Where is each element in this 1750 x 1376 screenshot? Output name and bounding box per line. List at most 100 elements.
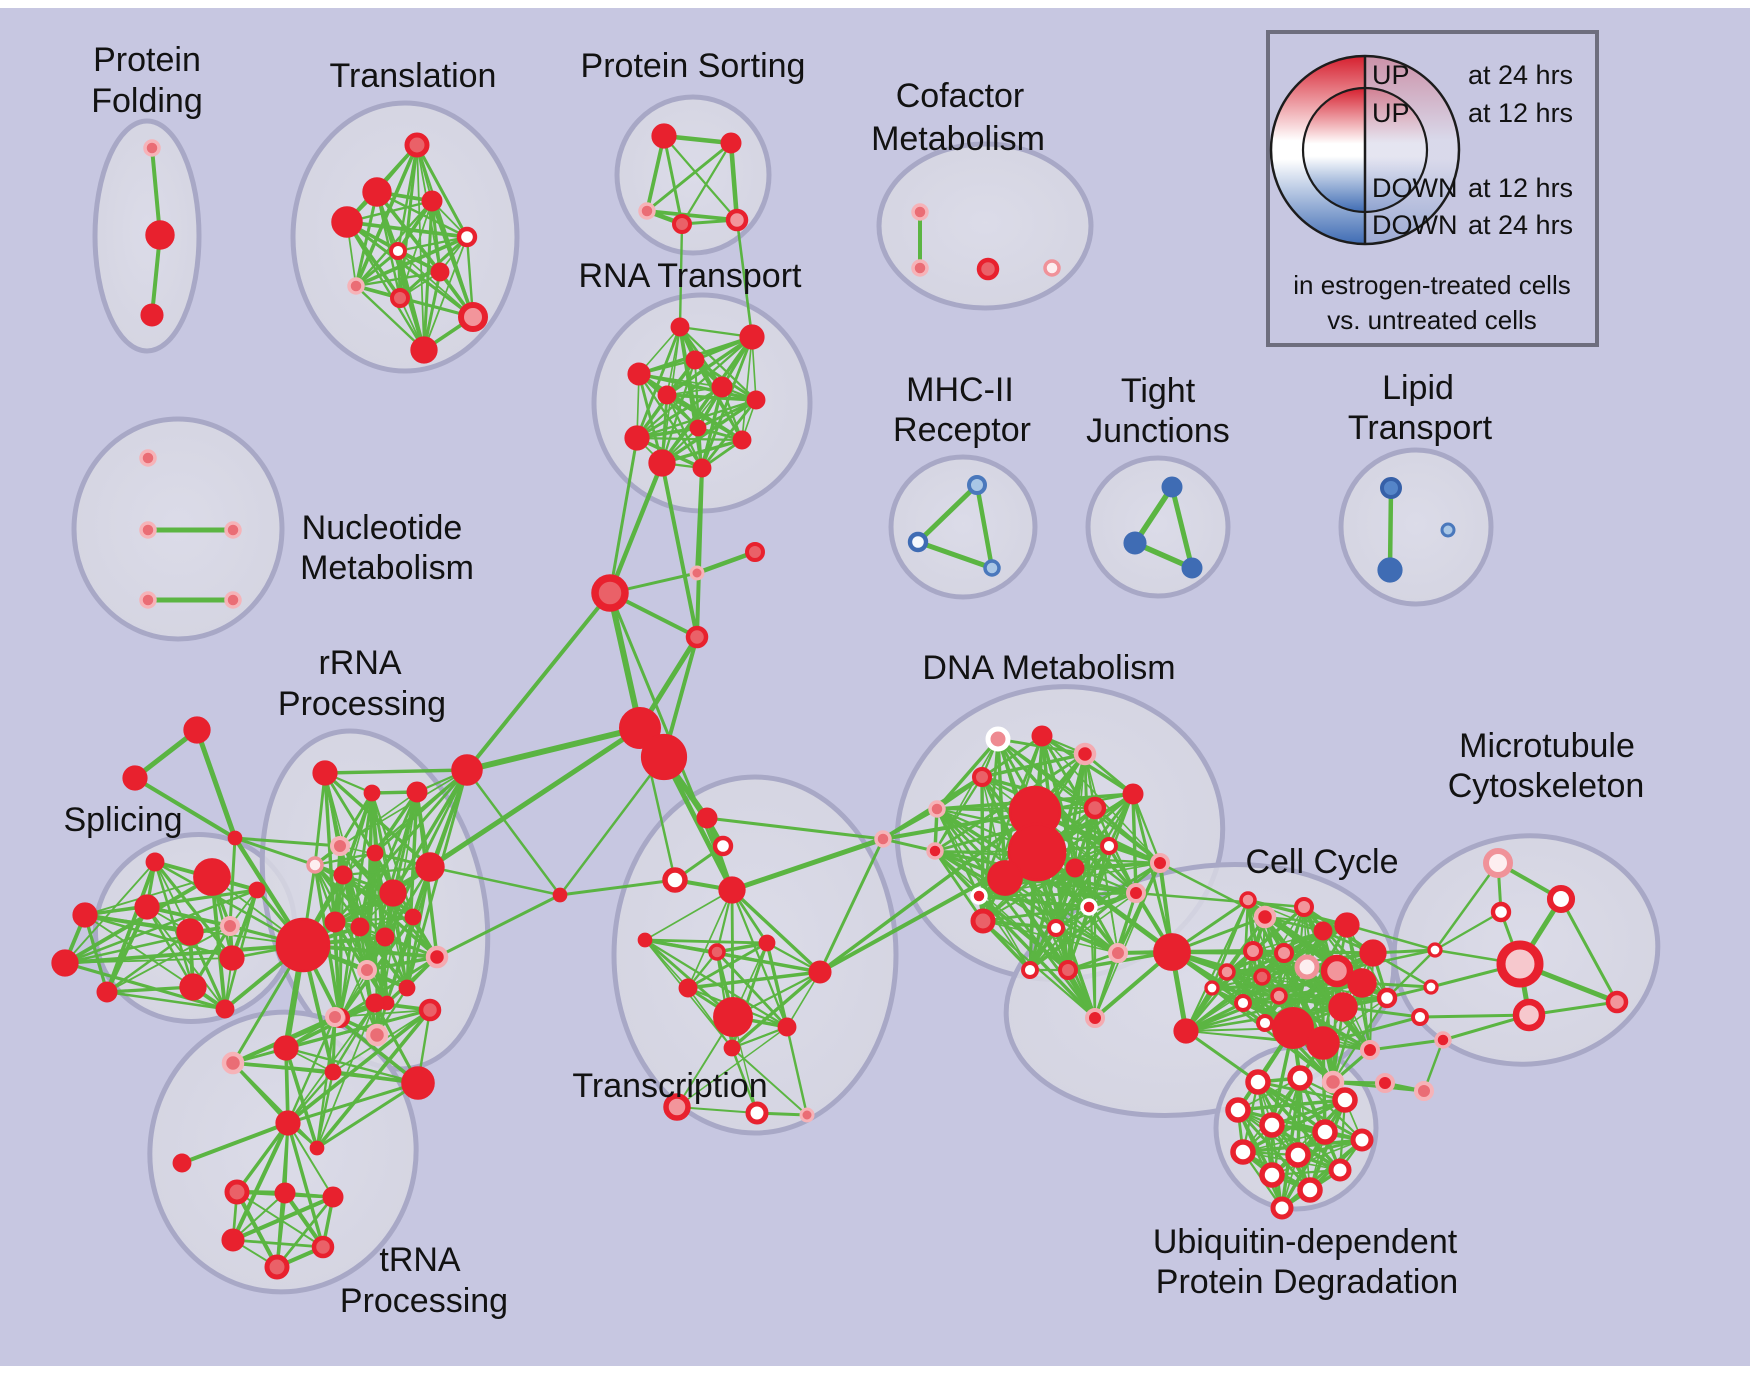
edge (435, 893, 562, 959)
cluster-label: Transcription (572, 1067, 767, 1105)
gene-node (1234, 994, 1252, 1012)
edge (1093, 951, 1120, 1020)
cluster-label: Metabolism (871, 120, 1045, 158)
edge (1345, 923, 1437, 952)
edge (731, 1047, 808, 1116)
gene-node (331, 206, 363, 238)
edge (323, 768, 469, 775)
edge (354, 284, 426, 352)
edge (665, 393, 744, 442)
edge (315, 1070, 335, 1150)
gene-node (1083, 796, 1107, 820)
gene-node (970, 908, 996, 934)
edge (661, 754, 735, 893)
gene-node (1414, 1081, 1434, 1101)
edge (1271, 1139, 1363, 1176)
gene-node (1126, 883, 1146, 903)
gene-node (926, 842, 944, 860)
edge (974, 482, 995, 571)
gene-node (401, 1066, 435, 1100)
gene-node (176, 918, 204, 946)
cluster-label: Ubiquitin-dependent (1153, 1223, 1458, 1261)
edge (730, 1046, 759, 1115)
edge (1184, 1029, 1260, 1084)
gene-node (275, 1110, 301, 1136)
cluster-label: Protein (93, 41, 201, 79)
cluster-ellipse-mhc-ii-receptor (888, 454, 1038, 600)
edge (678, 325, 758, 402)
edge (105, 990, 227, 1011)
edge (1433, 910, 1503, 952)
legend-direction-label: UP (1372, 98, 1410, 128)
edge (428, 865, 562, 897)
edge (313, 771, 327, 867)
gene-node (72, 902, 98, 928)
gene-node (689, 565, 705, 581)
gene-node (808, 960, 832, 984)
edge (645, 141, 733, 213)
edge (232, 1192, 286, 1241)
gene-node (1496, 940, 1544, 988)
edge (635, 436, 744, 442)
gene-node (672, 214, 692, 234)
gene-node (273, 1035, 299, 1061)
cluster-label: Metabolism (300, 549, 474, 587)
edge (286, 1015, 337, 1125)
edge (338, 791, 374, 848)
gene-node (1085, 1008, 1105, 1028)
edge (153, 860, 305, 947)
edge (153, 860, 195, 989)
edge (465, 768, 562, 897)
gene-node (1440, 522, 1456, 538)
gene-node (591, 574, 629, 612)
gene-node (1605, 990, 1629, 1014)
edge (643, 938, 822, 974)
edge (1029, 892, 1137, 971)
gene-node (1230, 1139, 1256, 1165)
gene-node (1313, 921, 1333, 941)
gene-node (745, 542, 765, 562)
gene-node (456, 226, 478, 248)
edge (1559, 897, 1619, 1004)
legend-time-label: at 24 hrs (1468, 210, 1573, 240)
edge (676, 1026, 788, 1108)
gene-node (745, 1101, 769, 1125)
edge (338, 955, 439, 1020)
edge (1385, 948, 1437, 1000)
edge (354, 270, 442, 288)
gene-node (1294, 954, 1320, 980)
gene-node (1332, 1087, 1358, 1113)
edge (385, 955, 439, 1005)
legend-footer-text: in estrogen-treated cells (1293, 270, 1570, 300)
gene-node (911, 203, 929, 221)
cluster-label: Lipid (1382, 369, 1454, 407)
gene-node (193, 858, 231, 896)
legend-time-label: at 24 hrs (1468, 60, 1573, 90)
gene-node (375, 927, 395, 947)
gene-node (976, 257, 1000, 281)
cluster-label: Cytoskeleton (1448, 767, 1645, 805)
edge (145, 905, 195, 989)
edge (314, 864, 388, 1004)
gene-node (366, 844, 384, 862)
gene-node (1204, 980, 1220, 996)
gene-node (1490, 901, 1512, 923)
gene-node (1150, 853, 1170, 873)
gene-node (325, 1007, 345, 1027)
gene-node (139, 449, 157, 467)
gene-node (139, 521, 157, 539)
gene-node (1253, 905, 1277, 929)
gene-node (928, 800, 946, 818)
edge (1067, 906, 1090, 971)
edge (660, 335, 754, 465)
edge (982, 920, 1119, 954)
edge (84, 914, 194, 988)
cluster-ellipse-translation (290, 100, 520, 374)
gene-node (1297, 1177, 1323, 1203)
gene-node (224, 521, 242, 539)
edge (1280, 1076, 1302, 1210)
edge (980, 775, 1162, 865)
cluster-label: DNA Metabolism (922, 649, 1175, 687)
gene-node (122, 765, 148, 791)
